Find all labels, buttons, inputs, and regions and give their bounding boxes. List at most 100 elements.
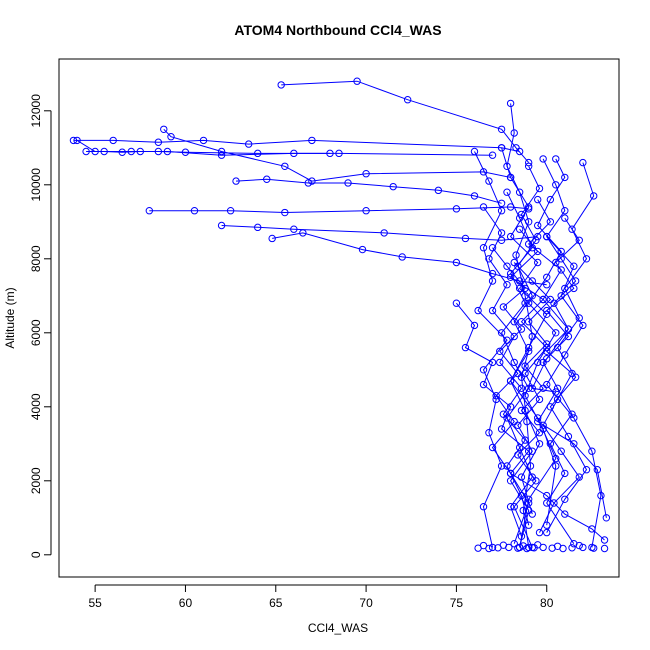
data-point <box>553 384 562 392</box>
data-point <box>534 358 542 367</box>
data-point <box>497 329 506 337</box>
series-line <box>483 206 530 526</box>
data-point <box>546 403 555 411</box>
data-point <box>543 347 551 355</box>
data-point <box>568 544 576 552</box>
data-point <box>524 447 533 455</box>
data-point <box>521 406 529 415</box>
data-point <box>543 310 551 318</box>
data-point <box>521 392 529 400</box>
data-point <box>497 125 506 134</box>
data-point <box>268 234 276 243</box>
data-point <box>506 273 515 281</box>
data-point <box>550 499 558 507</box>
data-point <box>543 528 551 537</box>
data-point <box>524 543 533 552</box>
data-point <box>515 277 524 285</box>
data-point <box>515 284 524 293</box>
data-point <box>474 306 482 315</box>
data-point <box>543 521 551 529</box>
data-point <box>510 503 518 511</box>
data-point <box>281 162 289 171</box>
plot-frame <box>58 58 620 578</box>
data-point <box>452 205 461 213</box>
data-point <box>568 410 576 418</box>
data-point <box>497 236 506 245</box>
data-point <box>543 343 551 352</box>
series-line <box>235 178 502 204</box>
data-point <box>517 406 526 415</box>
series-line <box>272 232 547 286</box>
series-line <box>474 151 508 548</box>
data-point <box>217 151 226 159</box>
data-point <box>308 136 316 145</box>
x-tick-label: 60 <box>179 596 193 610</box>
data-point <box>517 532 526 540</box>
data-point <box>564 432 573 441</box>
data-point <box>539 295 547 304</box>
data-point <box>515 443 524 452</box>
data-point <box>452 299 461 307</box>
data-point <box>73 136 81 145</box>
data-point <box>517 384 526 392</box>
y-tick-label: 4000 <box>29 393 43 420</box>
data-point <box>553 395 562 404</box>
data-point <box>277 81 285 89</box>
data-point <box>552 454 560 463</box>
data-point <box>521 284 529 293</box>
data-point <box>479 503 488 511</box>
data-point <box>524 495 533 503</box>
series-line <box>542 158 602 548</box>
data-point <box>82 147 90 156</box>
y-tick-label: 10000 <box>29 168 43 202</box>
data-point <box>561 469 569 478</box>
data-point <box>499 303 508 311</box>
data-point <box>552 462 560 470</box>
data-point <box>281 208 289 217</box>
data-point <box>109 136 117 145</box>
data-point <box>514 369 522 378</box>
data-point <box>593 466 602 474</box>
data-point <box>290 225 298 233</box>
data-point <box>488 269 497 278</box>
data-point <box>570 284 578 293</box>
data-point <box>552 329 560 337</box>
data-point <box>528 277 536 285</box>
data-point <box>488 443 497 452</box>
data-point <box>600 544 609 553</box>
data-point <box>539 155 547 163</box>
data-point <box>434 186 443 195</box>
data-point <box>145 207 154 215</box>
x-tick-label: 65 <box>269 596 283 610</box>
data-point <box>524 343 533 352</box>
data-point <box>534 247 542 256</box>
data-point <box>539 421 547 429</box>
data-point <box>517 318 526 326</box>
data-point <box>575 236 583 245</box>
data-point <box>510 358 518 367</box>
x-tick-label: 55 <box>88 596 102 610</box>
x-tick-label: 80 <box>540 596 554 610</box>
data-point <box>499 410 508 418</box>
data-point <box>528 510 536 518</box>
data-point <box>510 318 518 326</box>
data-point <box>570 414 578 422</box>
data-point <box>571 277 580 285</box>
series-line <box>513 262 552 548</box>
data-point <box>136 147 144 156</box>
data-point <box>326 149 334 158</box>
data-point <box>552 155 560 163</box>
data-point <box>519 506 527 515</box>
series-line <box>510 166 541 515</box>
data-point <box>503 262 511 270</box>
data-point <box>557 255 565 263</box>
series-points <box>69 77 611 553</box>
data-point <box>588 525 596 533</box>
data-point <box>515 188 524 196</box>
data-point <box>163 147 172 156</box>
data-point <box>244 140 253 148</box>
data-point <box>226 207 235 215</box>
data-point <box>488 151 497 159</box>
data-point <box>488 277 497 285</box>
data-point <box>485 177 493 185</box>
